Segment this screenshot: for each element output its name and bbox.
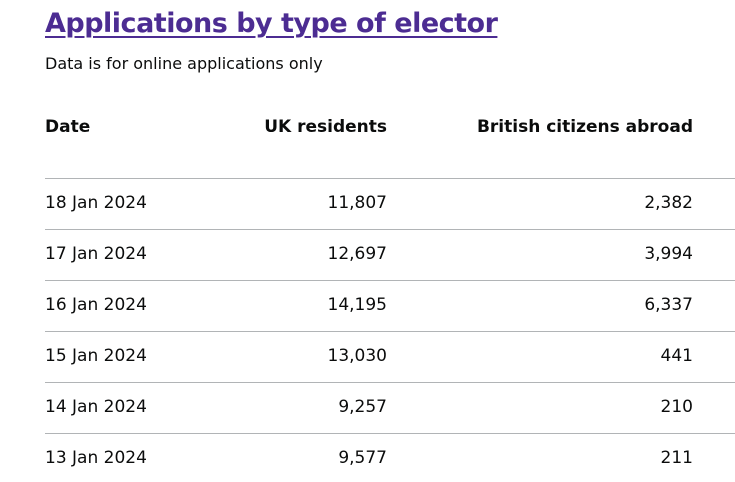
number-cell: 6,337 <box>644 295 693 315</box>
date-cell: 18 Jan 2024 <box>45 193 147 213</box>
column-header: UK residents <box>264 117 387 137</box>
date-cell: 16 Jan 2024 <box>45 295 147 315</box>
number-cell: 9,577 <box>338 448 387 468</box>
number-cell: 3,994 <box>644 244 693 264</box>
number-cell: 12,697 <box>327 244 387 264</box>
number-cell: 441 <box>660 346 693 366</box>
date-cell: 14 Jan 2024 <box>45 397 147 417</box>
column-header: British citizens abroad <box>476 117 693 137</box>
subtitle: Data is for online applications only <box>45 54 323 73</box>
number-cell: 2,382 <box>644 193 693 213</box>
number-cell: 14,195 <box>327 295 387 315</box>
row-divider <box>45 280 735 281</box>
number-cell: 11,807 <box>327 193 387 213</box>
row-divider <box>45 382 735 383</box>
date-cell: 15 Jan 2024 <box>45 346 147 366</box>
title-link[interactable]: Applications by type of elector <box>45 8 498 39</box>
date-cell: 17 Jan 2024 <box>45 244 147 264</box>
date-cell: 13 Jan 2024 <box>45 448 147 468</box>
number-cell: 211 <box>660 448 693 468</box>
row-divider <box>45 331 735 332</box>
row-divider <box>45 433 735 434</box>
number-cell: 210 <box>660 397 693 417</box>
number-cell: 13,030 <box>327 346 387 366</box>
column-header: Date <box>45 117 91 137</box>
row-divider <box>45 229 735 230</box>
row-divider <box>45 178 735 179</box>
number-cell: 9,257 <box>338 397 387 417</box>
